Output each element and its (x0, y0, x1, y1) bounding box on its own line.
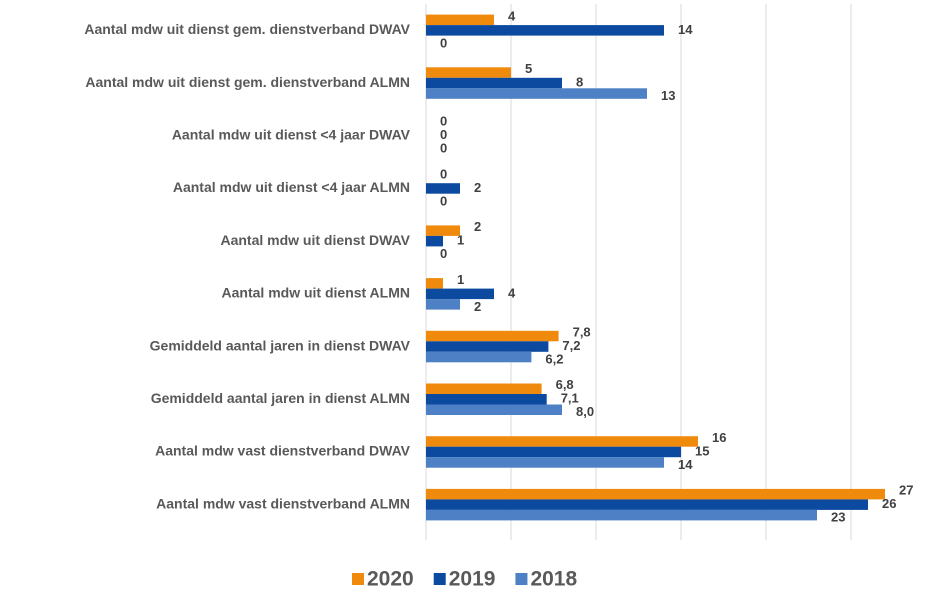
value-label: 6,8 (556, 377, 574, 392)
value-label: 14 (678, 457, 693, 472)
value-label: 15 (695, 443, 709, 458)
bar (426, 25, 664, 36)
value-label: 26 (882, 496, 896, 511)
value-label: 4 (508, 285, 516, 300)
legend-label: 2019 (449, 568, 496, 591)
value-label: 8,0 (576, 404, 594, 419)
value-label: 1 (457, 272, 464, 287)
category-label: Aantal mdw uit dienst DWAV (220, 232, 410, 248)
bar (426, 235, 443, 247)
bar (426, 278, 443, 289)
category-label: Aantal mdw vast dienstverband DWAV (155, 443, 411, 459)
value-label: 23 (831, 510, 845, 525)
bar (426, 446, 681, 458)
bar (426, 351, 532, 363)
legend-swatch (515, 573, 528, 585)
value-label: 4 (508, 8, 516, 23)
value-label: 16 (712, 430, 726, 445)
legend-label: 2018 (530, 568, 577, 591)
bar (426, 499, 868, 510)
value-label: 0 (440, 166, 447, 181)
value-label: 8 (576, 74, 583, 89)
category-label: Aantal mdw vast dienstverband ALMN (156, 495, 410, 511)
value-label: 7,1 (561, 391, 579, 406)
bar (426, 14, 494, 26)
bar (426, 383, 542, 394)
bar (426, 67, 511, 78)
bar (426, 77, 562, 89)
value-label: 2 (474, 299, 481, 314)
bar (426, 436, 698, 447)
value-label: 6,2 (545, 351, 563, 366)
bar (426, 341, 549, 352)
category-label: Gemiddeld aantal jaren in dienst ALMN (151, 390, 410, 406)
bar (426, 488, 885, 500)
value-label: 0 (440, 114, 447, 129)
legend-label: 2020 (367, 568, 414, 591)
legend-swatch (352, 573, 364, 585)
value-label: 0 (440, 246, 447, 261)
category-label: Aantal mdw uit dienst <4 jaar ALMN (173, 179, 410, 195)
category-label: Gemiddeld aantal jaren in dienst DWAV (150, 337, 411, 353)
value-label: 5 (525, 61, 532, 76)
bar (426, 394, 547, 405)
category-label: Aantal mdw uit dienst ALMN (222, 285, 410, 301)
value-label: 2 (474, 180, 481, 195)
bar (426, 183, 460, 194)
value-label: 7,2 (562, 338, 580, 353)
value-label: 0 (440, 141, 447, 156)
bar (426, 299, 460, 310)
category-label: Aantal mdw uit dienst <4 jaar DWAV (172, 126, 411, 142)
value-label: 7,8 (573, 324, 591, 339)
bar (426, 225, 460, 236)
bar (426, 330, 559, 342)
bar (426, 88, 647, 99)
value-label: 2 (474, 219, 481, 234)
value-label: 0 (440, 193, 447, 208)
bar (426, 404, 562, 415)
value-label: 14 (678, 22, 693, 37)
value-label: 13 (661, 88, 675, 103)
value-label: 27 (899, 483, 913, 498)
category-label: Aantal mdw uit dienst gem. dienstverband… (84, 21, 410, 37)
category-label: Aantal mdw uit dienst gem. dienstverband… (85, 74, 410, 90)
legend-swatch (433, 573, 446, 585)
value-label: 1 (457, 233, 464, 248)
bar (426, 288, 494, 300)
bar (426, 509, 817, 521)
bar (426, 457, 664, 468)
value-label: 0 (440, 127, 447, 142)
value-label: 0 (440, 35, 447, 50)
